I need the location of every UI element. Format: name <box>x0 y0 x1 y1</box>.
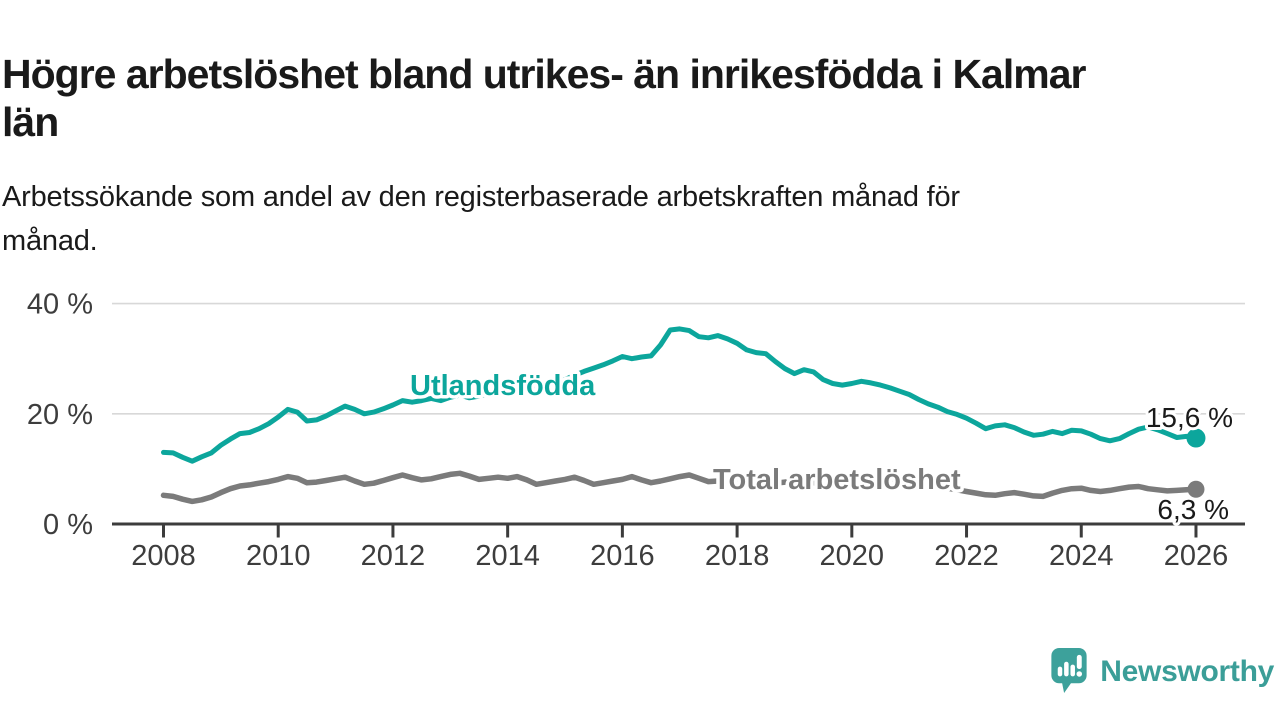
newsworthy-logo-icon <box>1051 648 1087 694</box>
series-line-utlandsfodda <box>161 326 1199 464</box>
logo-bar-small <box>1058 666 1063 677</box>
series-end-dot-utlandsfodda <box>1186 428 1206 448</box>
title-line-1: Högre arbetslöshet bland utrikes- än inr… <box>2 51 1086 98</box>
title-line-2: län <box>2 99 59 146</box>
y-axis-tick-label: 0 % <box>43 509 93 541</box>
series-label-total: Total arbetslöshet <box>713 464 961 496</box>
x-axis-tick-label: 2016 <box>590 540 655 572</box>
logo-exclamation-dot <box>1076 671 1083 677</box>
series-end-dot-total <box>1187 480 1205 498</box>
series-line-total <box>160 470 1199 505</box>
newsworthy-brand: Newsworthy <box>1051 648 1274 695</box>
logo-bubble-shape <box>1051 648 1087 694</box>
x-axis-tick-label: 2008 <box>131 540 196 572</box>
x-axis-tick-label: 2024 <box>1049 540 1114 572</box>
x-axis-tick-label: 2020 <box>820 540 885 572</box>
x-axis-tick-label: 2012 <box>361 540 426 572</box>
brand-name: Newsworthy <box>1100 654 1274 688</box>
x-axis-tick-label: 2018 <box>705 540 770 572</box>
series-label-utlandsfodda: Utlandsfödda <box>410 370 596 402</box>
chart-svg: 2008 2010 2012 2014 2016 2018 2020 2022 2024 2026… <box>27 289 1245 572</box>
y-axis-tick-label: 40 % <box>27 289 93 321</box>
logo-bar-medium <box>1070 664 1076 677</box>
x-axis-tick-label: 2014 <box>475 540 540 572</box>
series-end-value-total: 6,3 % <box>1157 494 1229 525</box>
x-axis-tick-label: 2026 <box>1164 540 1229 572</box>
subtitle-line-1: Arbetssökande som andel av den registerb… <box>2 181 960 213</box>
chart-subtitle: Arbetssökande som andel av den registerb… <box>2 176 1272 263</box>
x-axis-tick-label: 2022 <box>934 540 999 572</box>
logo-exclamation-bar <box>1077 654 1083 670</box>
page-title: Högre arbetslöshet bland utrikes- än inr… <box>2 51 1278 147</box>
logo-bar-tall <box>1064 661 1069 677</box>
line-chart: 2008 2010 2012 2014 2016 2018 2020 2022 2024 2026… <box>0 280 1280 600</box>
subtitle-line-2: månad. <box>2 224 98 257</box>
x-axis-tick-label: 2010 <box>246 540 311 572</box>
series-end-value-utlandsfodda: 15,6 % <box>1146 402 1233 433</box>
y-axis-tick-label: 20 % <box>27 399 93 431</box>
